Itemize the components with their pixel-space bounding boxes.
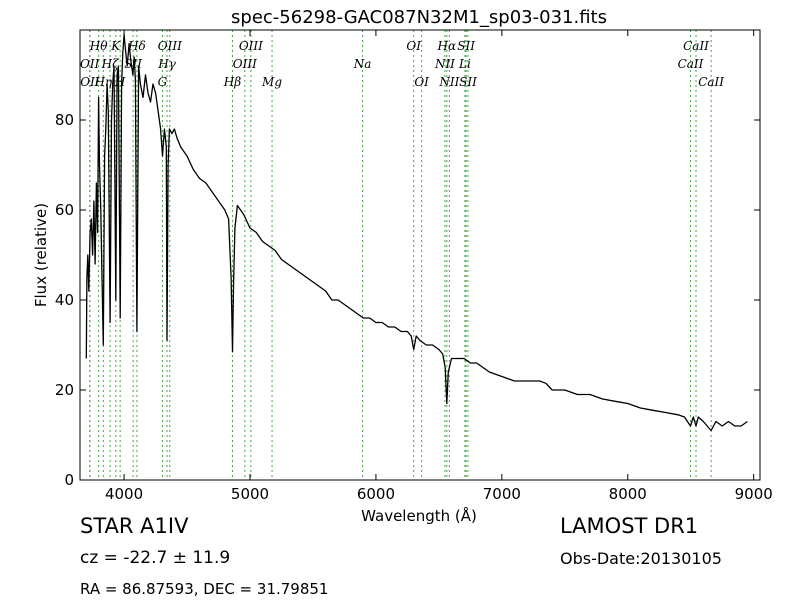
spectral-line-label: Hθ bbox=[89, 39, 108, 53]
spectral-line-label: Mg bbox=[261, 75, 282, 89]
spectral-line-label: NII bbox=[438, 75, 459, 89]
spectral-line-label: CaII bbox=[683, 39, 709, 53]
y-tick-label: 40 bbox=[55, 291, 74, 309]
survey-name: LAMOST DR1 bbox=[560, 514, 699, 538]
spectral-line-label: Hδ bbox=[127, 39, 146, 53]
y-tick-label: 60 bbox=[55, 201, 74, 219]
x-tick-label: 8000 bbox=[609, 485, 647, 503]
spectrum-layer bbox=[85, 33, 748, 432]
spectral-line-label: SII bbox=[457, 39, 475, 53]
spectral-line-label: Hα bbox=[437, 39, 457, 53]
spectral-line-label: CaII bbox=[678, 57, 704, 71]
x-axis: 4000 5000 6000 7000 8000 9000 bbox=[105, 30, 773, 503]
x-axis-label: Wavelength (Å) bbox=[361, 506, 477, 525]
x-tick-label: 6000 bbox=[357, 485, 395, 503]
y-axis: 0 20 40 60 80 bbox=[55, 111, 760, 489]
observation-date: Obs-Date:20130105 bbox=[560, 549, 722, 568]
spectral-line-label: Hη bbox=[93, 75, 112, 89]
redshift-value: cz = -22.7 ± 11.9 bbox=[80, 548, 231, 568]
spectral-line-markers bbox=[89, 30, 712, 480]
spectral-line-label: OIII bbox=[239, 39, 263, 53]
spectral-line-label: NII bbox=[434, 57, 455, 71]
plot-frame bbox=[79, 29, 761, 481]
spectral-line-label: OIII bbox=[233, 57, 257, 71]
x-tick-label: 4000 bbox=[105, 485, 143, 503]
spectral-line-label: Li bbox=[458, 57, 471, 71]
spectrum-line bbox=[85, 33, 748, 432]
spectral-line-label: G bbox=[158, 75, 168, 89]
y-tick-label: 80 bbox=[55, 111, 74, 129]
x-tick-label: 7000 bbox=[483, 485, 521, 503]
spectral-line-label: OI bbox=[414, 75, 429, 89]
spectral-line-label: SII bbox=[459, 75, 477, 89]
spectral-line-labels: OII OII Hθ Hη Hζ K H Hδ SII G Hγ OIII Hβ OIII OIII Mg Na… bbox=[80, 39, 724, 89]
spectral-line-label: OIII bbox=[158, 39, 182, 53]
y-axis-label: Flux (relative) bbox=[32, 203, 50, 307]
chart-title: spec-56298-GAC087N32M1_sp03-031.fits bbox=[231, 7, 607, 28]
x-tick-label: 9000 bbox=[735, 485, 773, 503]
spectral-line-label: CaII bbox=[698, 75, 724, 89]
spectral-line-label: K bbox=[110, 39, 121, 53]
spectral-line-label: OI bbox=[406, 39, 421, 53]
object-class: STAR A1IV bbox=[80, 514, 189, 538]
ra-dec-coordinates: RA = 86.87593, DEC = 31.79851 bbox=[80, 580, 329, 598]
spectral-line-label: H bbox=[114, 75, 126, 89]
spectral-line-label: OII bbox=[80, 75, 100, 89]
spectral-line-label: Na bbox=[353, 57, 372, 71]
spectral-line-label: Hγ bbox=[157, 57, 176, 71]
spectral-line-label: OII bbox=[80, 57, 100, 71]
spectral-line-label: Hβ bbox=[223, 75, 241, 89]
x-tick-label: 5000 bbox=[231, 485, 269, 503]
y-tick-label: 20 bbox=[55, 381, 74, 399]
y-tick-label: 0 bbox=[64, 471, 74, 489]
spectral-line-label: Hζ bbox=[101, 57, 120, 71]
